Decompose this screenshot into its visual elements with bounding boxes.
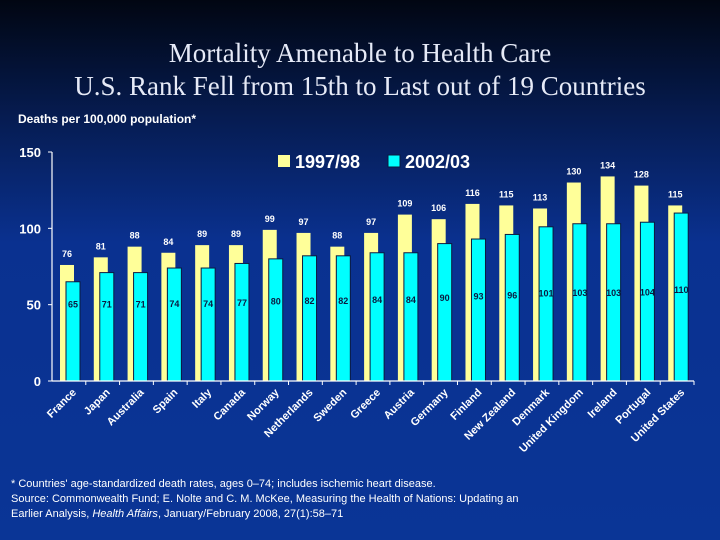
- data-label-2002-03: 71: [136, 300, 146, 310]
- data-label-2002-03: 71: [102, 300, 112, 310]
- footnote-citation: Earlier Analysis, Health Affairs, Januar…: [11, 507, 651, 522]
- data-label-1997-98: 89: [197, 229, 207, 239]
- data-label-2002-03: 74: [203, 299, 213, 309]
- legend: 1997/98 2002/03: [278, 152, 470, 172]
- data-label-2002-03: 110: [674, 285, 689, 295]
- x-tick-label: Sweden: [311, 386, 349, 424]
- bar-2002-03: [302, 255, 318, 382]
- bar-2002-03: [166, 267, 182, 382]
- x-tick-label: Canada: [211, 386, 248, 423]
- citation-prefix: Earlier Analysis,: [11, 508, 93, 520]
- x-tick-label: Japan: [82, 386, 113, 417]
- x-tick-label: France: [45, 387, 79, 421]
- bar-2002-03: [200, 267, 216, 382]
- data-label-1997-98: 106: [431, 203, 446, 213]
- bars-layer: [60, 176, 689, 382]
- bar-2002-03: [369, 252, 385, 382]
- bar-2002-03: [335, 255, 351, 382]
- data-label-1997-98: 97: [366, 217, 376, 227]
- data-label-1997-98: 88: [130, 231, 140, 241]
- data-label-2002-03: 103: [606, 288, 621, 298]
- data-label-2002-03: 77: [237, 298, 247, 308]
- bar-2002-03: [268, 258, 284, 382]
- x-tick-label: Italy: [190, 386, 215, 411]
- y-tick-label: 150: [19, 145, 41, 160]
- bar-2002-03: [99, 272, 115, 382]
- chart-title: Mortality Amenable to Health Care: [168, 38, 552, 68]
- bar-2002-03: [437, 243, 453, 382]
- bar-2002-03: [673, 212, 689, 382]
- axes-layer: [48, 151, 695, 385]
- bar-2002-03: [470, 238, 486, 382]
- bar-2002-03: [234, 262, 250, 382]
- x-tick-label: Greece: [348, 387, 383, 422]
- data-label-2002-03: 96: [507, 291, 517, 301]
- labels-layer: 76 65 France 81 71 Japan 88 71 Australia 84 74 Spai…: [19, 145, 688, 455]
- data-label-1997-98: 84: [163, 237, 173, 247]
- data-label-2002-03: 101: [539, 289, 554, 299]
- x-tick-label: Ireland: [586, 387, 620, 421]
- bar-2002-03: [606, 223, 622, 382]
- bar-2002-03: [538, 226, 554, 382]
- footnote: * Countries' age-standardized death rate…: [11, 477, 651, 522]
- data-label-1997-98: 109: [397, 199, 412, 209]
- journal-name: Health Affairs: [92, 508, 158, 520]
- data-label-1997-98: 113: [533, 192, 548, 202]
- y-tick-label: 0: [34, 374, 41, 389]
- x-tick-label: Spain: [151, 386, 181, 416]
- data-label-1997-98: 116: [465, 188, 480, 198]
- y-tick-label: 50: [27, 298, 41, 313]
- data-label-2002-03: 93: [473, 292, 483, 302]
- legend-label-2002-03: 2002/03: [405, 152, 470, 172]
- footnote-source: Source: Commonwealth Fund; E. Nolte and …: [11, 493, 519, 505]
- x-tick-label: Germany: [408, 386, 451, 429]
- x-tick-label: Australia: [105, 386, 147, 428]
- y-tick-label: 100: [19, 221, 41, 236]
- data-label-2002-03: 103: [572, 288, 587, 298]
- citation-suffix: , January/February 2008, 27(1):58–71: [157, 508, 344, 520]
- chart-subtitle: U.S. Rank Fell from 15th to Last out of …: [74, 71, 646, 101]
- bar-2002-03: [639, 221, 655, 382]
- data-label-1997-98: 115: [499, 189, 514, 199]
- data-label-1997-98: 130: [566, 167, 581, 177]
- legend-label-1997-98: 1997/98: [295, 152, 360, 172]
- footnote-definition: * Countries' age-standardized death rate…: [11, 478, 436, 490]
- bar-2002-03: [572, 223, 588, 382]
- data-label-1997-98: 89: [231, 229, 241, 239]
- data-label-2002-03: 84: [372, 295, 382, 305]
- data-label-1997-98: 99: [265, 214, 275, 224]
- data-label-1997-98: 76: [62, 249, 72, 259]
- data-label-2002-03: 80: [271, 297, 281, 307]
- y-axis-label: Deaths per 100,000 population*: [18, 112, 197, 126]
- data-label-2002-03: 84: [406, 295, 416, 305]
- data-label-2002-03: 104: [640, 288, 655, 298]
- data-label-2002-03: 82: [338, 296, 348, 306]
- data-label-2002-03: 82: [305, 296, 315, 306]
- legend-swatch-1997-98: [278, 155, 290, 167]
- x-tick-label: United Kingdom: [517, 386, 586, 455]
- data-label-1997-98: 97: [299, 217, 309, 227]
- legend-swatch-2002-03: [387, 154, 401, 168]
- data-label-1997-98: 88: [332, 231, 342, 241]
- data-label-2002-03: 65: [68, 300, 78, 310]
- bar-2002-03: [65, 281, 81, 382]
- bar-2002-03: [504, 233, 520, 382]
- data-label-1997-98: 128: [634, 170, 649, 180]
- data-label-1997-98: 115: [668, 189, 683, 199]
- bar-2002-03: [133, 272, 149, 382]
- data-label-2002-03: 90: [440, 293, 450, 303]
- data-label-2002-03: 74: [169, 299, 179, 309]
- bar-2002-03: [403, 252, 419, 382]
- data-label-1997-98: 81: [96, 241, 106, 251]
- data-label-1997-98: 134: [600, 160, 615, 170]
